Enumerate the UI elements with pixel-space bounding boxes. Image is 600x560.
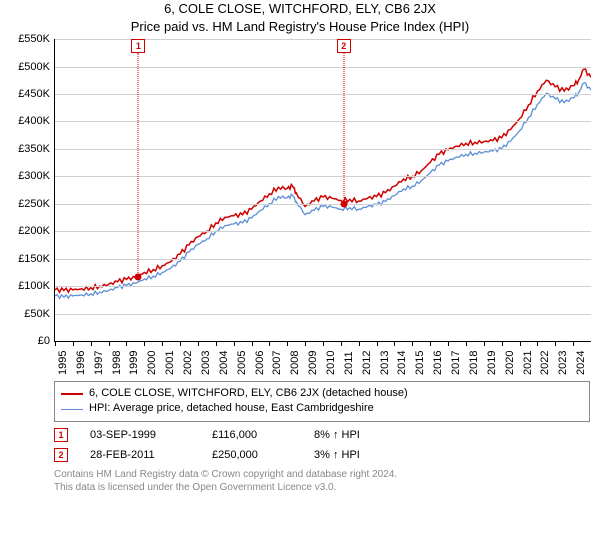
x-tick-label: 2024 [575, 351, 587, 375]
x-tick-label: 1999 [128, 351, 140, 375]
footer-line2: This data is licensed under the Open Gov… [54, 481, 590, 495]
x-tick-label: 2020 [504, 351, 516, 375]
event-id-box: 2 [54, 448, 68, 462]
event-pct: 3% ↑ HPI [314, 449, 360, 461]
chart-title-line2: Price paid vs. HM Land Registry's House … [0, 18, 600, 36]
x-tick-label: 2015 [414, 351, 426, 375]
footer: Contains HM Land Registry data © Crown c… [54, 468, 590, 495]
x-tick-label: 2022 [539, 351, 551, 375]
x-tick-label: 2023 [557, 351, 569, 375]
event-marker-flag: 2 [337, 39, 351, 53]
y-tick-label: £300K [18, 170, 50, 182]
x-tick-label: 2011 [343, 351, 355, 375]
legend-item: HPI: Average price, detached house, East… [61, 401, 583, 416]
event-row: 1 03-SEP-1999 £116,000 8% ↑ HPI [54, 428, 590, 442]
x-tick-label: 2021 [522, 351, 534, 375]
event-id-box: 1 [54, 428, 68, 442]
x-tick-label: 2019 [486, 351, 498, 375]
chart: £0 £50K £100K £150K £200K £250K £300K £350K £400… [10, 39, 590, 379]
x-tick-label: 1998 [111, 351, 123, 375]
footer-line1: Contains HM Land Registry data © Crown c… [54, 468, 590, 482]
line-series-svg [55, 39, 591, 341]
event-price: £116,000 [212, 429, 292, 441]
x-tick-label: 2013 [379, 351, 391, 375]
x-axis-labels: 1995 1996 1997 1998 1999 2000 2001 2002 2003 2004… [54, 345, 590, 385]
x-tick-label: 2003 [200, 351, 212, 375]
event-pct: 8% ↑ HPI [314, 429, 360, 441]
y-axis-labels: £0£50K£100K£150K£200K£250K£300K£350K£400… [10, 39, 54, 341]
y-tick-label: £550K [18, 33, 50, 45]
x-tick-label: 1996 [75, 351, 87, 375]
y-tick-label: £500K [18, 61, 50, 73]
y-tick-label: £200K [18, 225, 50, 237]
x-tick-label: 2007 [271, 351, 283, 375]
event-row: 2 28-FEB-2011 £250,000 3% ↑ HPI [54, 448, 590, 462]
y-tick-label: £0 [38, 335, 50, 347]
x-tick-label: 2005 [236, 351, 248, 375]
legend: 6, COLE CLOSE, WITCHFORD, ELY, CB6 2JX (… [54, 381, 590, 422]
x-tick-label: 2018 [468, 351, 480, 375]
event-marker-dot [340, 200, 347, 207]
legend-swatch [61, 393, 83, 395]
event-marker-dot [135, 274, 142, 281]
event-marker-flag: 1 [131, 39, 145, 53]
plot-area: 12 [54, 39, 591, 342]
event-price: £250,000 [212, 449, 292, 461]
x-tick-label: 2000 [146, 351, 158, 375]
y-tick-label: £150K [18, 253, 50, 265]
y-tick-label: £100K [18, 280, 50, 292]
series-hpi [55, 83, 591, 298]
x-tick-label: 2004 [218, 351, 230, 375]
y-tick-label: £450K [18, 88, 50, 100]
event-date: 03-SEP-1999 [90, 429, 190, 441]
chart-title-line1: 6, COLE CLOSE, WITCHFORD, ELY, CB6 2JX [0, 0, 600, 18]
y-tick-label: £250K [18, 198, 50, 210]
x-tick-label: 2014 [396, 351, 408, 375]
x-tick-label: 2008 [289, 351, 301, 375]
x-tick-label: 1995 [57, 351, 69, 375]
events-table: 1 03-SEP-1999 £116,000 8% ↑ HPI 2 28-FEB-2011… [54, 428, 590, 462]
y-tick-label: £400K [18, 115, 50, 127]
x-tick-label: 2001 [164, 351, 176, 375]
y-tick-label: £350K [18, 143, 50, 155]
x-tick-label: 2002 [182, 351, 194, 375]
legend-label: 6, COLE CLOSE, WITCHFORD, ELY, CB6 2JX (… [89, 386, 408, 401]
x-tick-label: 2009 [307, 351, 319, 375]
legend-label: HPI: Average price, detached house, East… [89, 401, 374, 416]
x-tick-label: 2012 [361, 351, 373, 375]
legend-swatch [61, 409, 83, 410]
y-tick-label: £50K [24, 308, 50, 320]
x-tick-label: 2016 [432, 351, 444, 375]
legend-item: 6, COLE CLOSE, WITCHFORD, ELY, CB6 2JX (… [61, 386, 583, 401]
x-tick-label: 2010 [325, 351, 337, 375]
x-tick-label: 2017 [450, 351, 462, 375]
event-date: 28-FEB-2011 [90, 449, 190, 461]
x-tick-label: 1997 [93, 351, 105, 375]
x-tick-label: 2006 [254, 351, 266, 375]
